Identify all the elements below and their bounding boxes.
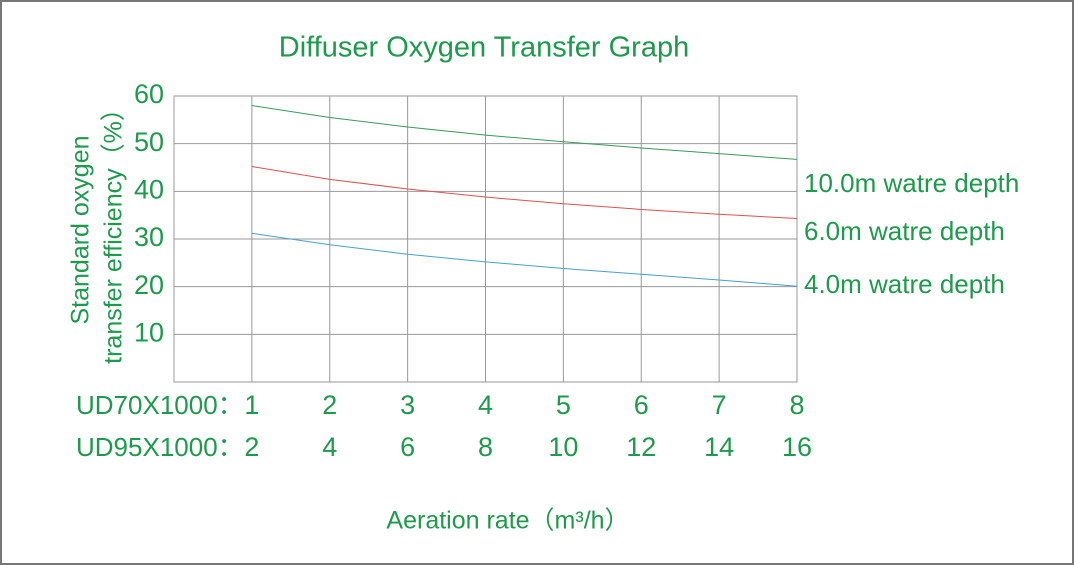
legend-label: 4.0m watre depth [804, 269, 1005, 299]
x2-tick-label: 8 [478, 432, 493, 462]
x2-tick-label: 6 [400, 432, 415, 462]
x-tick-label: 1 [244, 390, 259, 420]
y-axis-label: Standard oxygen transfer efficiency（%） [67, 96, 128, 364]
x-tick-label: 4 [478, 390, 493, 420]
legend-label: 10.0m watre depth [804, 168, 1019, 198]
x2-tick-label: 4 [322, 432, 337, 462]
legend-label: 6.0m watre depth [804, 216, 1005, 246]
y-tick-label: 10 [134, 317, 164, 347]
y-tick-label: 20 [134, 270, 164, 300]
x2-tick-label: 12 [626, 432, 656, 462]
y-label-line: transfer efficiency（%） [100, 96, 128, 364]
chart-title: Diffuser Oxygen Transfer Graph [279, 32, 689, 64]
y-label-line: Standard oxygen [67, 135, 95, 324]
x2-tick-label: 16 [782, 432, 812, 462]
series-line [251, 166, 798, 220]
x-tick-label: 7 [712, 390, 727, 420]
y-tick-label: 30 [134, 222, 164, 252]
x2-axis-name: UD95X1000： [76, 432, 244, 462]
y-tick-label: 40 [134, 174, 164, 204]
x-tick-label: 8 [789, 390, 804, 420]
x-tick-label: 2 [322, 390, 337, 420]
x-axis-label: Aeration rate（m³/h） [386, 507, 629, 535]
series-line [251, 105, 798, 160]
y-tick-label: 60 [134, 79, 164, 109]
x-tick-label: 6 [634, 390, 649, 420]
x2-tick-label: 14 [704, 432, 734, 462]
x-tick-label: 5 [556, 390, 571, 420]
x2-tick-label: 2 [244, 432, 259, 462]
x-tick-label: 3 [400, 390, 415, 420]
series-line [251, 232, 798, 287]
x-axis-name: UD70X1000： [76, 390, 244, 420]
x2-tick-label: 10 [548, 432, 578, 462]
y-tick-label: 50 [134, 127, 164, 157]
